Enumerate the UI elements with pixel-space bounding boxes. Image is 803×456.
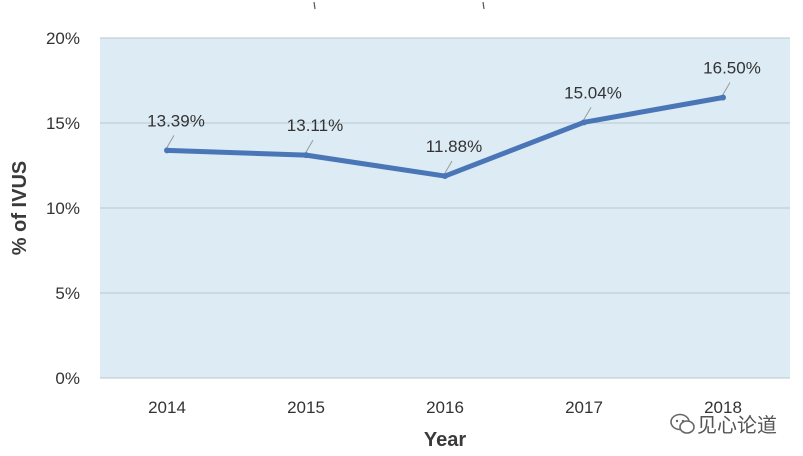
data-point: [720, 94, 726, 101]
gridlines: [100, 37, 790, 379]
x-tick-label: 2015: [287, 398, 325, 417]
y-tick-label: 0%: [55, 369, 80, 388]
x-axis-ticks: 2014 2015 2016 2017 2018: [148, 398, 742, 417]
leader-line: [583, 107, 592, 120]
data-point: [164, 147, 170, 154]
x-axis-title: Year: [424, 429, 466, 451]
data-label: 16.50%: [703, 59, 761, 78]
y-axis-ticks: 0% 5% 10% 15% 20%: [46, 29, 80, 388]
data-label: 13.11%: [287, 116, 343, 135]
x-tick-label: 2017: [565, 398, 603, 417]
leader-line: [444, 160, 453, 174]
leader-line: [166, 135, 175, 148]
leader-line: [305, 139, 314, 153]
watermark-text: 见心论道: [697, 413, 777, 437]
x-tick-label: 2018: [704, 398, 742, 417]
data-label: 11.88%: [426, 137, 482, 156]
wechat-bubble-icon: [670, 413, 695, 434]
y-tick-label: 15%: [46, 114, 80, 133]
leader-line: [722, 82, 731, 95]
y-axis-title: % of IVUS: [9, 161, 31, 255]
title-fragment-left: [313, 1, 316, 10]
x-tick-label: 2014: [148, 398, 186, 417]
data-labels: 13.39% 13.11% 11.88% 15.04% 16.50%: [147, 59, 761, 157]
y-tick-label: 20%: [46, 29, 80, 48]
data-points: [164, 94, 726, 180]
data-point: [303, 152, 309, 159]
x-tick-label: 2016: [426, 398, 464, 417]
y-tick-label: 5%: [55, 284, 80, 303]
label-leader-lines: [166, 82, 731, 174]
title-fragment-right: [482, 1, 485, 10]
data-label: 15.04%: [564, 83, 622, 102]
data-label: 13.39%: [147, 111, 205, 130]
data-point: [581, 119, 587, 126]
y-tick-label: 10%: [46, 199, 80, 218]
watermark: 见心论道: [670, 413, 777, 437]
data-point: [442, 173, 448, 180]
